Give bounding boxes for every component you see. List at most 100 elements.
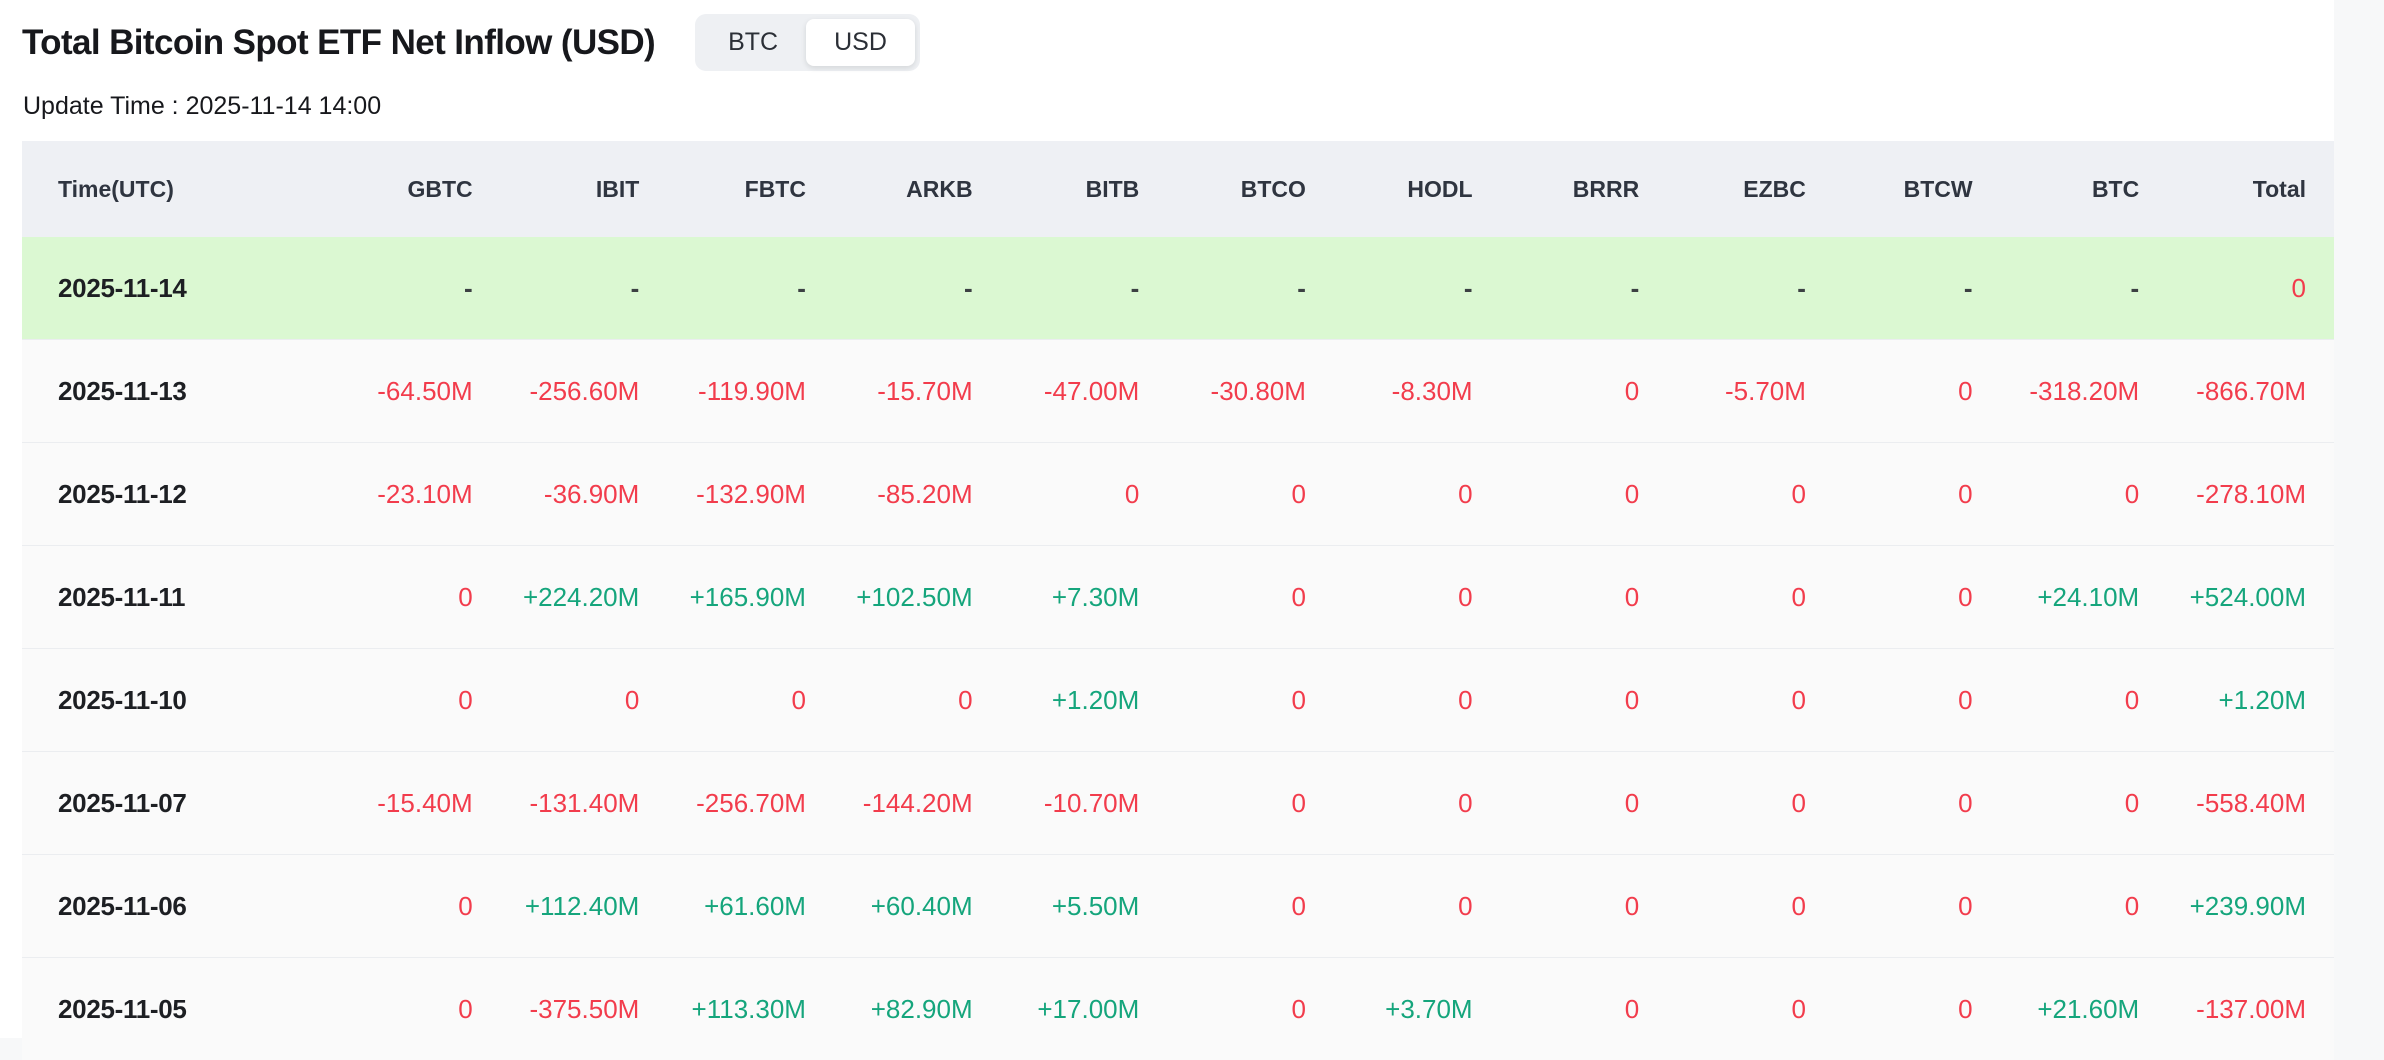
value-cell: -256.70M — [667, 752, 834, 855]
column-header-fbtc: FBTC — [667, 141, 834, 237]
value-cell: -137.00M — [2167, 958, 2334, 1060]
value-cell: 0 — [1167, 546, 1334, 649]
value-cell: +102.50M — [834, 546, 1001, 649]
value-cell: +7.30M — [1001, 546, 1168, 649]
value-cell: 0 — [1167, 649, 1334, 752]
value-cell: -64.50M — [334, 340, 501, 443]
value-cell: +5.50M — [1001, 855, 1168, 958]
date-cell: 2025-11-11 — [22, 546, 334, 649]
date-cell: 2025-11-10 — [22, 649, 334, 752]
value-cell: +24.10M — [2001, 546, 2168, 649]
value-cell: +239.90M — [2167, 855, 2334, 958]
column-header-time-utc-: Time(UTC) — [22, 141, 334, 237]
value-cell: 0 — [667, 649, 834, 752]
column-header-arkb: ARKB — [834, 141, 1001, 237]
value-cell: -318.20M — [2001, 340, 2168, 443]
value-cell: 0 — [1834, 546, 2001, 649]
value-cell: 0 — [2167, 237, 2334, 340]
value-cell: 0 — [2001, 752, 2168, 855]
value-cell: 0 — [1501, 546, 1668, 649]
value-cell: -132.90M — [667, 443, 834, 546]
value-cell: -278.10M — [2167, 443, 2334, 546]
column-header-bitb: BITB — [1001, 141, 1168, 237]
value-cell: - — [1834, 237, 2001, 340]
value-cell: 0 — [1834, 340, 2001, 443]
value-cell: -144.20M — [834, 752, 1001, 855]
value-cell: -375.50M — [501, 958, 668, 1060]
value-cell: -5.70M — [1667, 340, 1834, 443]
column-header-btc: BTC — [2001, 141, 2168, 237]
page-title: Total Bitcoin Spot ETF Net Inflow (USD) — [22, 23, 655, 63]
value-cell: -85.20M — [834, 443, 1001, 546]
value-cell: -15.70M — [834, 340, 1001, 443]
value-cell: 0 — [1667, 855, 1834, 958]
value-cell: 0 — [1334, 443, 1501, 546]
value-cell: 0 — [334, 546, 501, 649]
toggle-btc-button[interactable]: BTC — [700, 19, 806, 66]
value-cell: 0 — [334, 649, 501, 752]
value-cell: +113.30M — [667, 958, 834, 1060]
value-cell: 0 — [334, 855, 501, 958]
value-cell: 0 — [1501, 855, 1668, 958]
value-cell: +165.90M — [667, 546, 834, 649]
column-header-btco: BTCO — [1167, 141, 1334, 237]
value-cell: -10.70M — [1001, 752, 1168, 855]
value-cell: - — [1001, 237, 1168, 340]
value-cell: +17.00M — [1001, 958, 1168, 1060]
column-header-brrr: BRRR — [1501, 141, 1668, 237]
value-cell: 0 — [1167, 752, 1334, 855]
column-header-ibit: IBIT — [501, 141, 668, 237]
column-header-ezbc: EZBC — [1667, 141, 1834, 237]
update-time-label: Update Time : 2025-11-14 14:00 — [0, 71, 2334, 121]
value-cell: 0 — [1334, 649, 1501, 752]
value-cell: 0 — [1167, 855, 1334, 958]
value-cell: -30.80M — [1167, 340, 1334, 443]
value-cell: 0 — [1501, 958, 1668, 1060]
value-cell: - — [2001, 237, 2168, 340]
value-cell: 0 — [1667, 546, 1834, 649]
value-cell: - — [1667, 237, 1834, 340]
column-header-hodl: HODL — [1334, 141, 1501, 237]
value-cell: +224.20M — [501, 546, 668, 649]
value-cell: 0 — [1834, 443, 2001, 546]
value-cell: +82.90M — [834, 958, 1001, 1060]
value-cell: 0 — [1667, 443, 1834, 546]
currency-toggle: BTC USD — [695, 14, 920, 71]
value-cell: 0 — [1501, 340, 1668, 443]
value-cell: 0 — [1501, 752, 1668, 855]
etf-netflow-page: Total Bitcoin Spot ETF Net Inflow (USD) … — [0, 0, 2334, 1038]
topbar: Total Bitcoin Spot ETF Net Inflow (USD) … — [0, 0, 2334, 71]
value-cell: 0 — [1167, 958, 1334, 1060]
value-cell: 0 — [1834, 752, 2001, 855]
value-cell: -558.40M — [2167, 752, 2334, 855]
value-cell: 0 — [1501, 443, 1668, 546]
value-cell: 0 — [1001, 443, 1168, 546]
value-cell: -8.30M — [1334, 340, 1501, 443]
value-cell: - — [1334, 237, 1501, 340]
value-cell: +61.60M — [667, 855, 834, 958]
table-row: 2025-11-13-64.50M-256.60M-119.90M-15.70M… — [22, 340, 2334, 443]
value-cell: 0 — [1834, 649, 2001, 752]
value-cell: - — [834, 237, 1001, 340]
table-row: 2025-11-14-----------0 — [22, 237, 2334, 340]
value-cell: - — [334, 237, 501, 340]
value-cell: -256.60M — [501, 340, 668, 443]
column-header-gbtc: GBTC — [334, 141, 501, 237]
value-cell: - — [667, 237, 834, 340]
value-cell: - — [1501, 237, 1668, 340]
value-cell: +21.60M — [2001, 958, 2168, 1060]
value-cell: 0 — [1334, 752, 1501, 855]
value-cell: +1.20M — [2167, 649, 2334, 752]
value-cell: - — [501, 237, 668, 340]
date-cell: 2025-11-07 — [22, 752, 334, 855]
value-cell: -866.70M — [2167, 340, 2334, 443]
date-cell: 2025-11-14 — [22, 237, 334, 340]
value-cell: 0 — [2001, 649, 2168, 752]
toggle-usd-button[interactable]: USD — [806, 19, 915, 66]
value-cell: 0 — [2001, 855, 2168, 958]
value-cell: -47.00M — [1001, 340, 1168, 443]
